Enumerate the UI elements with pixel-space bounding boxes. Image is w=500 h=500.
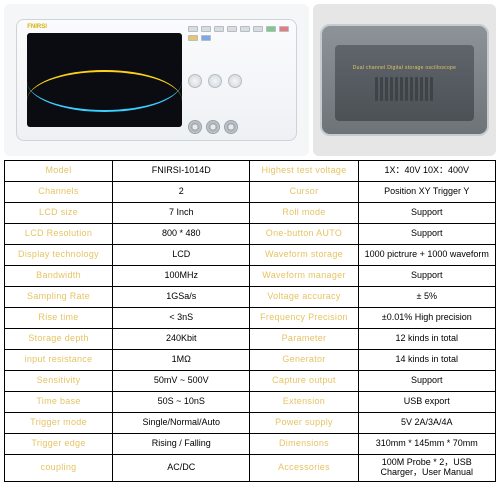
table-row: Channels2CursorPosition XY Trigger Y <box>5 182 496 203</box>
spec-label: Capture output <box>250 371 358 392</box>
spec-value: 100M Probe * 2，USB Charger，User Manual <box>358 455 496 482</box>
spec-label: Trigger edge <box>5 434 113 455</box>
vent-slots <box>375 77 433 101</box>
spec-label: Highest test voltage <box>250 161 358 182</box>
table-row: couplingAC/DCAccessories100M Probe * 2，U… <box>5 455 496 482</box>
button-row <box>188 26 290 41</box>
spec-value: Support <box>358 203 496 224</box>
back-panel: Dual channel Digital storage oscilloscop… <box>335 45 473 121</box>
spec-label: input resistance <box>5 350 113 371</box>
table-row: Rise time< 3nSFrequency Precision±0.01% … <box>5 308 496 329</box>
spec-value: ± 5% <box>358 287 496 308</box>
spec-value: Support <box>358 371 496 392</box>
table-row: Sampling Rate1GSa/sVoltage accuracy± 5% <box>5 287 496 308</box>
spec-value: 240Kbit <box>113 329 250 350</box>
brand-label: FNIRSI <box>27 24 47 30</box>
spec-label: Voltage accuracy <box>250 287 358 308</box>
spec-value: Support <box>358 266 496 287</box>
table-row: Bandwidth100MHzWaveform managerSupport <box>5 266 496 287</box>
bnc-row <box>188 120 290 134</box>
table-row: Storage depth240KbitParameter12 kinds in… <box>5 329 496 350</box>
spec-label: Waveform manager <box>250 266 358 287</box>
table-row: Sensitivity50mV ~ 500VCapture outputSupp… <box>5 371 496 392</box>
spec-label: Roll mode <box>250 203 358 224</box>
spec-label: Sensitivity <box>5 371 113 392</box>
spec-label: Rise time <box>5 308 113 329</box>
spec-value: 310mm * 145mm * 70mm <box>358 434 496 455</box>
product-image-front: FNIRSI <box>4 4 309 156</box>
spec-label: One-button AUTO <box>250 224 358 245</box>
oscilloscope-back: Dual channel Digital storage oscilloscop… <box>320 24 488 136</box>
spec-value: Rising / Falling <box>113 434 250 455</box>
spec-value: 1MΩ <box>113 350 250 371</box>
spec-label: Model <box>5 161 113 182</box>
spec-label: Trigger mode <box>5 413 113 434</box>
spec-value: 12 kinds in total <box>358 329 496 350</box>
spec-value: Support <box>358 224 496 245</box>
spec-value: 1000 pictrure + 1000 waveform <box>358 245 496 266</box>
spec-label: Frequency Precision <box>250 308 358 329</box>
spec-label: Dimensions <box>250 434 358 455</box>
spec-value: < 3nS <box>113 308 250 329</box>
oscilloscope-front: FNIRSI <box>16 19 297 141</box>
spec-value: 14 kinds in total <box>358 350 496 371</box>
spec-label: Display technology <box>5 245 113 266</box>
spec-value: FNIRSI-1014D <box>113 161 250 182</box>
table-row: Display technologyLCDWaveform storage100… <box>5 245 496 266</box>
spec-value: AC/DC <box>113 455 250 482</box>
spec-label: Power supply <box>250 413 358 434</box>
spec-value: Single/Normal/Auto <box>113 413 250 434</box>
table-row: Trigger modeSingle/Normal/AutoPower supp… <box>5 413 496 434</box>
spec-value: LCD <box>113 245 250 266</box>
spec-label: Generator <box>250 350 358 371</box>
spec-value: 2 <box>113 182 250 203</box>
oscilloscope-controls <box>182 26 290 134</box>
spec-value: 50S ~ 10nS <box>113 392 250 413</box>
spec-label: Storage depth <box>5 329 113 350</box>
spec-value: 1X：40V 10X：400V <box>358 161 496 182</box>
spec-label: LCD Resolution <box>5 224 113 245</box>
spec-label: Sampling Rate <box>5 287 113 308</box>
spec-table: ModelFNIRSI-1014DHighest test voltage1X：… <box>4 160 496 482</box>
spec-label: coupling <box>5 455 113 482</box>
spec-value: 5V 2A/3A/4A <box>358 413 496 434</box>
table-row: LCD Resolution800 * 480One-button AUTOSu… <box>5 224 496 245</box>
spec-table-container: ModelFNIRSI-1014DHighest test voltage1X：… <box>0 160 500 500</box>
spec-label: Extension <box>250 392 358 413</box>
table-row: Trigger edgeRising / FallingDimensions31… <box>5 434 496 455</box>
table-row: Time base50S ~ 10nSExtensionUSB export <box>5 392 496 413</box>
table-row: LCD size7 InchRoll modeSupport <box>5 203 496 224</box>
table-row: input resistance1MΩGenerator14 kinds in … <box>5 350 496 371</box>
spec-label: Time base <box>5 392 113 413</box>
spec-value: 800 * 480 <box>113 224 250 245</box>
table-row: ModelFNIRSI-1014DHighest test voltage1X：… <box>5 161 496 182</box>
spec-value: 100MHz <box>113 266 250 287</box>
oscilloscope-screen <box>27 33 182 128</box>
spec-label: Accessories <box>250 455 358 482</box>
spec-value: Position XY Trigger Y <box>358 182 496 203</box>
spec-label: Parameter <box>250 329 358 350</box>
spec-label: Channels <box>5 182 113 203</box>
spec-label: Cursor <box>250 182 358 203</box>
back-panel-label: Dual channel Digital storage oscilloscop… <box>353 65 456 71</box>
spec-label: Bandwidth <box>5 266 113 287</box>
spec-value: 7 Inch <box>113 203 250 224</box>
spec-value: 1GSa/s <box>113 287 250 308</box>
spec-value: USB export <box>358 392 496 413</box>
spec-value: ±0.01% High precision <box>358 308 496 329</box>
knob-row <box>188 74 290 88</box>
spec-value: 50mV ~ 500V <box>113 371 250 392</box>
product-image-back: Dual channel Digital storage oscilloscop… <box>313 4 496 156</box>
spec-label: Waveform storage <box>250 245 358 266</box>
product-images: FNIRSI <box>0 0 500 160</box>
spec-label: LCD size <box>5 203 113 224</box>
